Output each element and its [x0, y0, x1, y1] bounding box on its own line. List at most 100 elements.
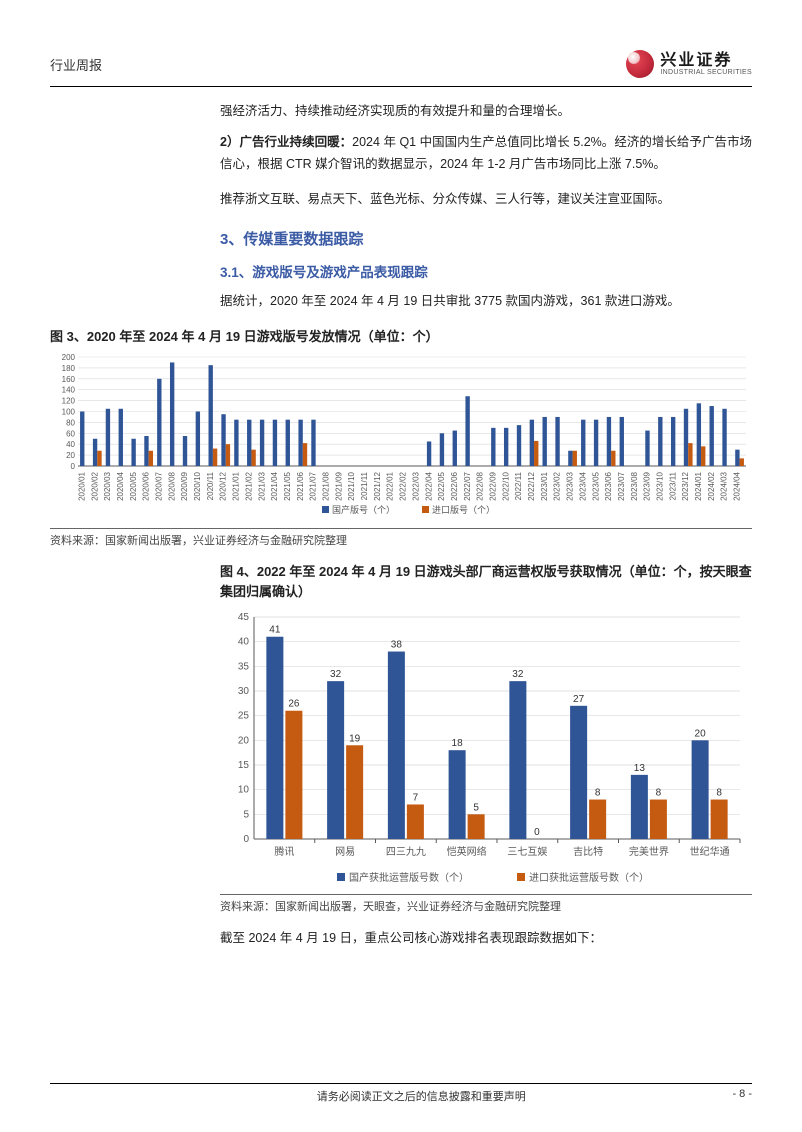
para-2: 2）广告行业持续回暖：2024 年 Q1 中国国内生产总值同比增长 5.2%。经…	[220, 132, 752, 175]
svg-text:2021/07: 2021/07	[309, 472, 318, 501]
fig4-chart: 0510152025303540454126腾讯3219网易387四三九九185…	[220, 607, 750, 887]
svg-text:吉比特: 吉比特	[573, 846, 603, 858]
svg-text:2023/09: 2023/09	[643, 472, 652, 501]
para-3: 推荐浙文互联、易点天下、蓝色光标、分众传媒、三人行等，建议关注宣亚国际。	[220, 189, 752, 210]
header-divider	[50, 86, 752, 87]
svg-text:41: 41	[269, 625, 281, 636]
svg-text:2024/02: 2024/02	[707, 472, 716, 501]
fig3-chart: 0204060801001201401601802002020/012020/0…	[50, 351, 750, 521]
svg-text:2023/07: 2023/07	[617, 472, 626, 501]
svg-text:2021/10: 2021/10	[347, 472, 356, 501]
svg-text:2021/09: 2021/09	[334, 472, 343, 501]
svg-text:2020/09: 2020/09	[180, 472, 189, 501]
svg-text:160: 160	[62, 375, 76, 384]
svg-text:27: 27	[573, 694, 585, 705]
svg-text:120: 120	[62, 397, 76, 406]
svg-text:四三九九: 四三九九	[386, 846, 426, 858]
svg-text:2020/04: 2020/04	[116, 472, 125, 501]
svg-text:2023/02: 2023/02	[553, 472, 562, 501]
svg-text:2023/03: 2023/03	[566, 472, 575, 501]
svg-text:网易: 网易	[335, 846, 355, 858]
svg-text:8: 8	[716, 788, 722, 799]
svg-text:2022/11: 2022/11	[514, 472, 523, 501]
svg-text:20: 20	[66, 451, 75, 460]
svg-text:2022/02: 2022/02	[399, 472, 408, 501]
svg-text:32: 32	[330, 669, 342, 680]
svg-text:15: 15	[238, 760, 250, 771]
svg-text:100: 100	[62, 408, 76, 417]
svg-text:8: 8	[656, 788, 662, 799]
svg-text:进口获批运营版号数（个）: 进口获批运营版号数（个）	[529, 871, 649, 884]
svg-text:2023/04: 2023/04	[578, 472, 587, 501]
svg-text:2020/05: 2020/05	[129, 472, 138, 501]
svg-text:2023/05: 2023/05	[591, 472, 600, 501]
svg-text:26: 26	[288, 699, 300, 710]
svg-text:2023/01: 2023/01	[540, 472, 549, 501]
svg-text:32: 32	[512, 669, 524, 680]
svg-text:2020/12: 2020/12	[219, 472, 228, 501]
svg-text:35: 35	[238, 662, 250, 673]
svg-text:完美世界: 完美世界	[629, 845, 669, 858]
svg-text:2021/01: 2021/01	[232, 472, 241, 501]
svg-text:80: 80	[66, 419, 75, 428]
svg-text:60: 60	[66, 430, 75, 439]
svg-text:2021/12: 2021/12	[373, 472, 382, 501]
svg-text:2024/04: 2024/04	[733, 472, 742, 501]
company-logo: 兴业证券 INDUSTRIAL SECURITIES	[626, 50, 752, 78]
svg-text:2023/10: 2023/10	[656, 472, 665, 501]
svg-text:19: 19	[349, 734, 361, 745]
svg-text:0: 0	[71, 462, 76, 471]
svg-text:2020/11: 2020/11	[206, 472, 215, 501]
svg-text:2023/11: 2023/11	[668, 472, 677, 501]
svg-text:2022/12: 2022/12	[527, 472, 536, 501]
section-31-title: 3.1、游戏版号及游戏产品表现跟踪	[220, 261, 752, 281]
svg-text:2023/12: 2023/12	[681, 472, 690, 501]
svg-text:2022/09: 2022/09	[489, 472, 498, 501]
fig4-source: 资料来源：国家新闻出版署，天眼查，兴业证券经济与金融研究院整理	[220, 894, 752, 914]
footer-disclaimer: 请务必阅读正文之后的信息披露和重要声明	[110, 1088, 732, 1104]
svg-text:30: 30	[238, 686, 250, 697]
para-1: 强经济活力、持续推动经济实现质的有效提升和量的合理增长。	[220, 101, 752, 122]
svg-text:2020/06: 2020/06	[142, 472, 151, 501]
para-5: 截至 2024 年 4 月 19 日，重点公司核心游戏排名表现跟踪数据如下：	[220, 928, 752, 949]
page-footer: 请务必阅读正文之后的信息披露和重要声明 - 8 -	[50, 1083, 752, 1104]
logo-en: INDUSTRIAL SECURITIES	[660, 69, 752, 76]
svg-text:200: 200	[62, 353, 76, 362]
svg-text:2020/03: 2020/03	[103, 472, 112, 501]
svg-text:2021/03: 2021/03	[257, 472, 266, 501]
svg-text:40: 40	[238, 637, 250, 648]
svg-text:2024/03: 2024/03	[720, 472, 729, 501]
svg-text:腾讯: 腾讯	[274, 845, 294, 858]
svg-text:2020/07: 2020/07	[155, 472, 164, 501]
logo-mark-icon	[626, 50, 654, 78]
svg-text:恺英网络: 恺英网络	[447, 845, 487, 858]
svg-text:2022/01: 2022/01	[386, 472, 395, 501]
svg-text:7: 7	[413, 793, 419, 804]
para-2-bold: 2）广告行业持续回暖：	[220, 135, 352, 149]
svg-text:2020/08: 2020/08	[167, 472, 176, 501]
header-category: 行业周报	[50, 55, 102, 74]
svg-text:13: 13	[634, 763, 646, 774]
svg-text:2022/10: 2022/10	[501, 472, 510, 501]
svg-text:2021/05: 2021/05	[283, 472, 292, 501]
svg-text:国产版号（个）: 国产版号（个）	[332, 504, 395, 515]
svg-text:2022/03: 2022/03	[411, 472, 420, 501]
svg-text:2021/02: 2021/02	[244, 472, 253, 501]
svg-text:2021/11: 2021/11	[360, 472, 369, 501]
svg-text:进口版号（个）: 进口版号（个）	[432, 504, 495, 515]
fig4-chart-wrap: 0510152025303540454126腾讯3219网易387四三九九185…	[220, 607, 750, 890]
svg-text:2022/08: 2022/08	[476, 472, 485, 501]
svg-text:国产获批运营版号数（个）: 国产获批运营版号数（个）	[349, 871, 469, 884]
svg-text:2023/06: 2023/06	[604, 472, 613, 501]
fig4-title: 图 4、2022 年至 2024 年 4 月 19 日游戏头部厂商运营权版号获取…	[220, 562, 752, 601]
section-3-title: 3、传媒重要数据跟踪	[220, 228, 752, 249]
svg-text:38: 38	[391, 640, 403, 651]
svg-text:2021/08: 2021/08	[322, 472, 331, 501]
svg-text:10: 10	[238, 785, 250, 796]
svg-text:0: 0	[243, 834, 249, 845]
svg-text:2020/02: 2020/02	[90, 472, 99, 501]
svg-text:2023/08: 2023/08	[630, 472, 639, 501]
svg-text:8: 8	[595, 788, 601, 799]
fig3-chart-wrap: 0204060801001201401601802002020/012020/0…	[50, 351, 752, 524]
svg-text:140: 140	[62, 386, 76, 395]
